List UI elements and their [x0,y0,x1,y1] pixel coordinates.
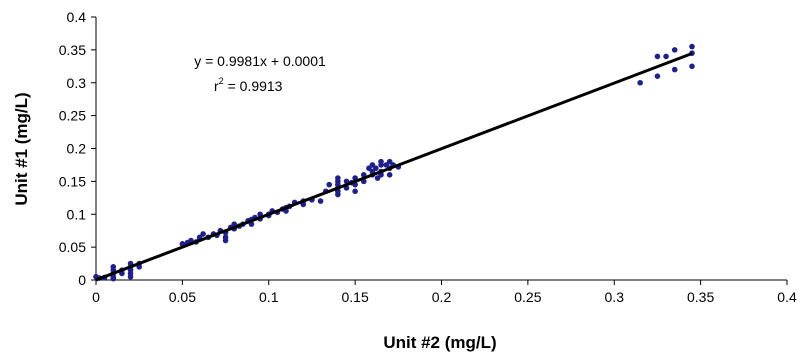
data-point [352,188,358,195]
data-point [326,181,333,188]
data-point [663,53,669,60]
y-tick-label: 0.3 [67,75,87,91]
r-squared-superscript: 2 [219,76,224,86]
plot-area: 0 0.05 0.1 0.15 0.2 0.25 0.3 0.35 0.4 0 0.05 0.1 0.1… [59,9,797,305]
data-point [200,231,206,237]
trend-line [95,52,693,282]
r-squared-value: = 0.9913 [224,78,283,94]
data-point [317,198,324,204]
x-tick-label: 0.15 [342,289,369,305]
data-point [378,162,384,168]
y-tick-label: 0.25 [59,108,86,124]
data-point [689,63,695,70]
y-tick-label: 0.35 [59,42,86,58]
y-tick-label: 0.15 [59,173,86,189]
data-point [110,275,117,282]
x-tick-label: 0.3 [605,289,625,305]
x-tick-label: 0 [92,289,100,305]
x-tick-label: 0.1 [259,289,279,305]
x-tick-label: 0.4 [777,289,797,305]
y-tick-label: 0.2 [67,141,87,157]
data-point [689,43,695,50]
data-point [373,165,379,172]
trendline-equation: y = 0.9981x + 0.0001 [194,53,326,69]
data-point [127,273,134,280]
y-axis-title: Unit #1 (mg/L) [12,92,31,205]
x-tick-label: 0.35 [687,289,714,305]
y-tick-label: 0.1 [67,206,87,222]
x-tick-label: 0.05 [169,289,196,305]
y-tick-label: 0 [78,272,86,288]
data-point [654,73,661,79]
data-point [335,191,341,198]
r-squared-prefix: r [214,78,219,94]
data-point [386,172,393,178]
y-tick-label: 0.4 [67,9,87,25]
r-squared-label: r2 = 0.9913 [214,76,283,94]
data-point [637,79,643,86]
y-tick-label: 0.05 [59,239,86,255]
data-point [671,47,678,53]
data-point [671,66,678,73]
x-tick-label: 0.25 [514,289,541,305]
x-axis-title: Unit #2 (mg/L) [383,333,496,352]
data-point [654,53,661,60]
data-point [222,237,229,244]
x-tick-label: 0.2 [432,289,452,305]
